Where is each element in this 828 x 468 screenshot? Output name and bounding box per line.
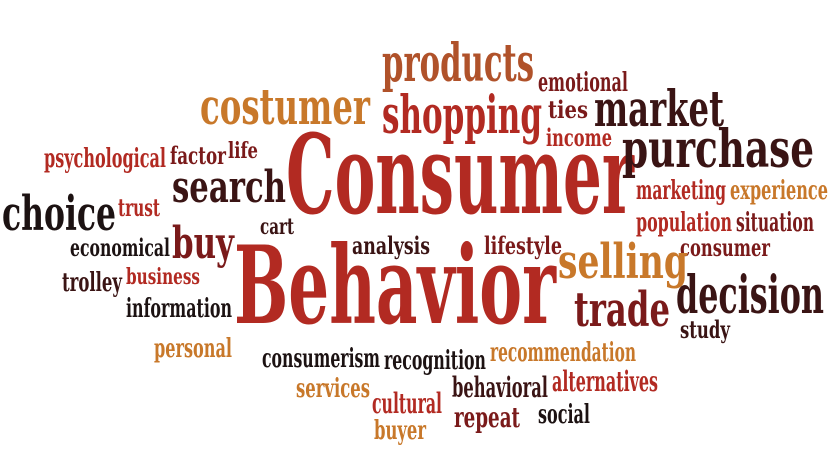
word-selling: selling	[558, 234, 688, 290]
word-search: search	[172, 162, 286, 213]
word-psychological: psychological	[44, 144, 166, 174]
word-experience: experience	[730, 176, 828, 206]
word-information: information	[126, 294, 232, 324]
word-consumer-big: Consumer	[286, 110, 634, 239]
word-products: products	[382, 33, 534, 94]
word-ties: ties	[548, 95, 588, 124]
word-buy: buy	[172, 218, 234, 269]
word-trade: trade	[574, 282, 670, 338]
word-buyer: buyer	[374, 416, 426, 446]
word-decision: decision	[676, 265, 824, 326]
word-consumerism: consumerism	[262, 344, 380, 374]
word-choice: choice	[2, 186, 116, 242]
word-recognition: recognition	[384, 346, 486, 376]
word-analysis: analysis	[352, 231, 430, 260]
word-trolley: trolley	[62, 268, 122, 298]
word-study: study	[680, 315, 730, 344]
word-shopping: shopping	[382, 85, 542, 146]
word-recommendation: recommendation	[490, 338, 636, 368]
word-factor: factor	[170, 141, 226, 170]
word-services: services	[296, 374, 370, 404]
word-personal: personal	[154, 334, 232, 364]
word-situation: situation	[736, 208, 814, 238]
word-social: social	[538, 400, 590, 430]
word-repeat: repeat	[454, 401, 520, 434]
word-business: business	[126, 264, 200, 290]
word-cart: cart	[260, 214, 294, 240]
word-consumer-small: consumer	[680, 233, 770, 262]
word-purchase: purchase	[622, 119, 814, 180]
word-behavior-big: Behavior	[234, 223, 556, 349]
word-alternatives: alternatives	[552, 365, 658, 398]
word-trust: trust	[118, 193, 160, 222]
word-income: income	[546, 123, 612, 152]
word-marketing: marketing	[636, 176, 726, 206]
word-economical: economical	[70, 233, 170, 262]
word-emotional: emotional	[538, 68, 628, 98]
word-behavioral: behavioral	[452, 371, 548, 404]
word-life: life	[228, 138, 258, 164]
word-market: market	[594, 79, 724, 138]
word-cultural: cultural	[372, 387, 442, 420]
word-population: population	[636, 208, 732, 238]
word-lifestyle: lifestyle	[484, 231, 562, 260]
word-costumer: costumer	[200, 77, 370, 136]
